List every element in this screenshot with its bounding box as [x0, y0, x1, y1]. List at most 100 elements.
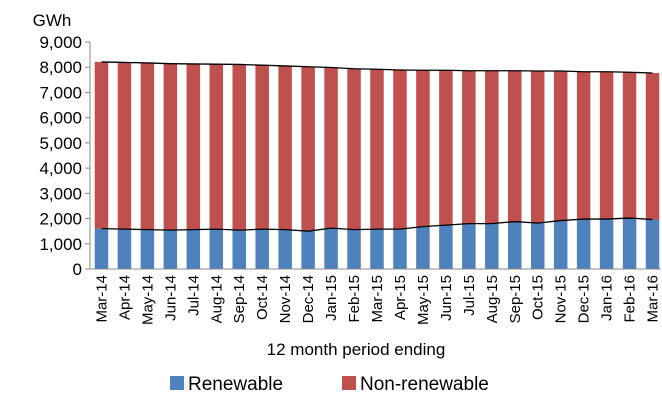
x-tick-label: Aug-14 — [208, 275, 225, 323]
total-line — [101, 61, 653, 74]
bar-non-renewable — [255, 65, 269, 230]
bar-renewable — [393, 229, 407, 269]
y-tick-label: 3,000 — [39, 184, 82, 203]
bar-non-renewable — [462, 70, 476, 224]
bar-non-renewable — [209, 64, 224, 230]
bar-non-renewable — [186, 63, 201, 230]
bar-non-renewable — [370, 69, 384, 230]
x-tick-label: Apr-15 — [392, 275, 409, 320]
x-tick-label: Jun-14 — [162, 275, 179, 321]
bar-non-renewable — [485, 70, 499, 224]
y-tick-label: 4,000 — [39, 159, 82, 178]
y-tick-label: 7,000 — [39, 83, 82, 102]
legend-swatch — [342, 376, 356, 390]
x-tick-label: Jun-15 — [438, 275, 455, 321]
x-tick-label: May-14 — [139, 275, 156, 325]
bar-renewable — [94, 228, 109, 269]
x-tick-label: Mar-14 — [93, 275, 110, 323]
bar-renewable — [163, 230, 178, 269]
bar-renewable — [645, 219, 660, 269]
bar-renewable — [508, 221, 522, 269]
bar-renewable — [622, 218, 637, 269]
bar-renewable — [370, 229, 384, 269]
bar-non-renewable — [553, 71, 568, 221]
bar-renewable — [462, 223, 476, 269]
bar-non-renewable — [599, 71, 614, 220]
bar-renewable — [324, 228, 338, 269]
bar-renewable — [553, 220, 568, 269]
bar-renewable — [576, 219, 591, 269]
x-axis-ticks: Mar-14 Apr-14 May-14 Jun-14 Jul-14 Aug-14 Sep-… — [93, 275, 661, 325]
bar-non-renewable — [94, 61, 109, 229]
x-axis-title: 12 month period ending — [267, 340, 446, 359]
bar-renewable — [140, 229, 155, 269]
bar-non-renewable — [416, 70, 430, 227]
y-axis-ticks: 0 1,000 2,000 3,000 4,000 5,000 6,000 7,000 8,00… — [39, 33, 90, 279]
x-tick-label: Nov-14 — [277, 275, 294, 323]
bar-non-renewable — [232, 64, 246, 231]
bar-non-renewable — [278, 65, 292, 230]
x-tick-label: Dec-14 — [300, 275, 317, 323]
bar-non-renewable — [324, 67, 338, 229]
y-axis-title: GWh — [33, 11, 72, 30]
x-tick-label: Jul-15 — [461, 275, 478, 316]
y-tick-label: 0 — [73, 260, 82, 279]
x-tick-label: Sep-14 — [231, 275, 248, 323]
bar-non-renewable — [439, 70, 453, 226]
y-tick-label: 1,000 — [39, 235, 82, 254]
bar-renewable — [186, 229, 201, 269]
bar-non-renewable — [140, 62, 155, 230]
x-tick-label: Jan-15 — [323, 275, 340, 321]
x-tick-label: Feb-16 — [622, 275, 639, 323]
legend: Renewable Non-renewable — [170, 374, 489, 395]
bar-non-renewable — [117, 62, 132, 230]
axes — [89, 42, 661, 270]
bar-renewable — [209, 229, 224, 269]
legend-label: Renewable — [188, 374, 283, 395]
x-tick-label: Mar-15 — [369, 275, 386, 323]
renewable-line — [101, 217, 653, 232]
y-tick-label: 2,000 — [39, 210, 82, 229]
bar-renewable — [485, 223, 499, 269]
bar-non-renewable — [508, 70, 522, 222]
y-tick-label: 9,000 — [39, 33, 82, 52]
bar-non-renewable — [645, 73, 660, 220]
x-tick-label: Aug-15 — [484, 275, 501, 323]
bar-non-renewable — [347, 68, 361, 230]
bar-renewable — [117, 229, 132, 269]
bar-non-renewable — [530, 71, 545, 224]
x-tick-label: Jan-16 — [599, 275, 616, 321]
bar-non-renewable — [163, 63, 178, 231]
series-lines — [101, 61, 653, 232]
bar-non-renewable — [576, 71, 591, 220]
bar-renewable — [301, 231, 315, 269]
bars — [94, 61, 660, 269]
x-tick-label: Dec-15 — [576, 275, 593, 323]
bar-non-renewable — [393, 69, 407, 230]
bar-renewable — [255, 229, 269, 269]
x-tick-label: Sep-15 — [507, 275, 524, 323]
bar-renewable — [439, 225, 453, 269]
bar-renewable — [347, 229, 361, 269]
x-tick-label: Feb-15 — [346, 275, 363, 323]
legend-label: Non-renewable — [360, 374, 489, 395]
x-tick-label: Nov-15 — [553, 275, 570, 323]
y-tick-label: 6,000 — [39, 109, 82, 128]
x-tick-label: Mar-16 — [645, 275, 662, 323]
x-tick-label: Oct-14 — [254, 275, 271, 320]
x-tick-label: May-15 — [415, 275, 432, 325]
x-tick-label: Jul-14 — [185, 275, 202, 316]
bar-renewable — [278, 229, 292, 269]
bar-renewable — [599, 219, 614, 269]
bar-renewable — [416, 226, 430, 269]
x-tick-label: Oct-15 — [530, 275, 547, 320]
bar-non-renewable — [301, 66, 315, 232]
x-tick-label: Apr-14 — [116, 275, 133, 320]
y-tick-label: 5,000 — [39, 134, 82, 153]
bar-non-renewable — [622, 72, 637, 219]
bar-renewable — [232, 230, 246, 269]
y-tick-label: 8,000 — [39, 58, 82, 77]
bar-renewable — [530, 223, 545, 269]
legend-swatch — [170, 376, 184, 390]
